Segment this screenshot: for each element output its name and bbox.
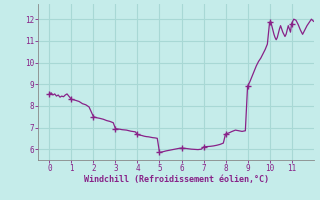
X-axis label: Windchill (Refroidissement éolien,°C): Windchill (Refroidissement éolien,°C) [84,175,268,184]
